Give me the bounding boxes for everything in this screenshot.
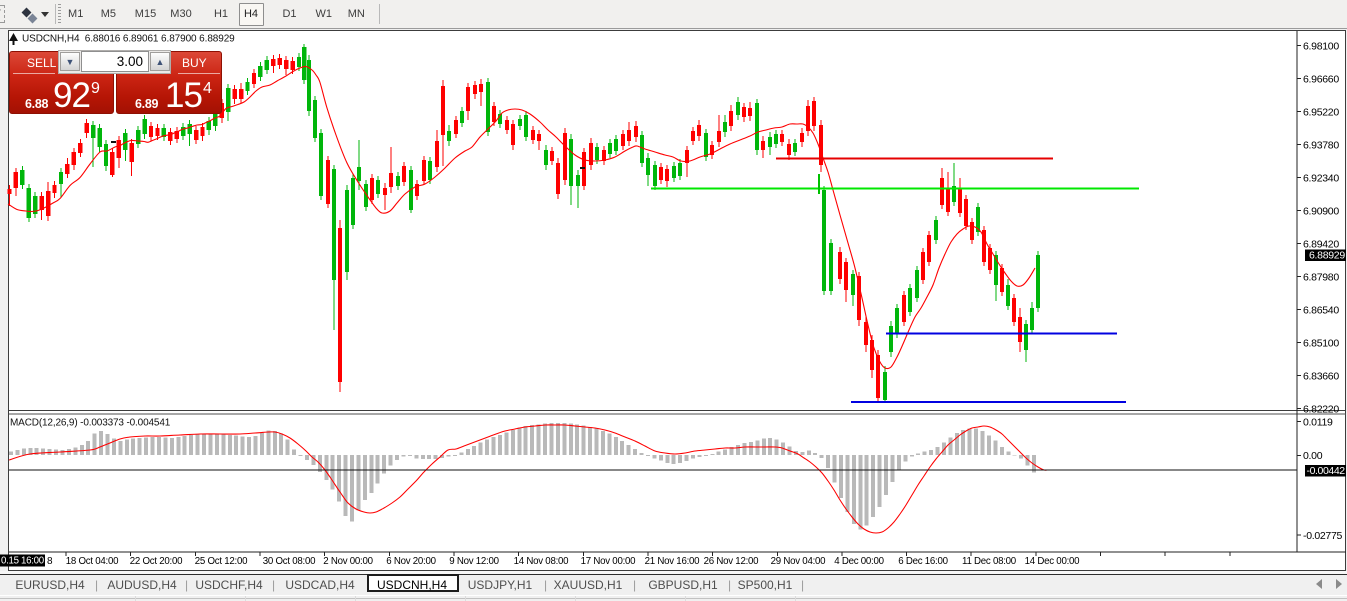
svg-text:18 Oct 04:00: 18 Oct 04:00 bbox=[66, 556, 119, 567]
svg-text:25 Oct 12:00: 25 Oct 12:00 bbox=[195, 556, 248, 567]
svg-text:6.87980: 6.87980 bbox=[1303, 271, 1339, 283]
svg-text:MACD(12,26,9) -0.003373 -0.004: MACD(12,26,9) -0.003373 -0.004541 bbox=[10, 418, 171, 429]
svg-text:USDCNH,H4 6.88016 6.89061 6.8: USDCNH,H4 6.88016 6.89061 6.87900 6.8892… bbox=[22, 34, 235, 45]
svg-text:14 Dec 00:00: 14 Dec 00:00 bbox=[1025, 556, 1080, 567]
svg-text:6.96660: 6.96660 bbox=[1303, 73, 1339, 85]
svg-text:9 Nov 12:00: 9 Nov 12:00 bbox=[449, 556, 499, 567]
svg-text:26 Nov 12:00: 26 Nov 12:00 bbox=[704, 556, 759, 567]
svg-text:21 Nov 16:00: 21 Nov 16:00 bbox=[645, 556, 700, 567]
svg-text:6 Nov 20:00: 6 Nov 20:00 bbox=[386, 556, 436, 567]
svg-text:6.82220: 6.82220 bbox=[1303, 403, 1339, 415]
svg-text:29 Nov 04:00: 29 Nov 04:00 bbox=[771, 556, 826, 567]
svg-text:8: 8 bbox=[47, 556, 53, 567]
svg-text:30 Oct 08:00: 30 Oct 08:00 bbox=[263, 556, 316, 567]
svg-text:6 Dec 16:00: 6 Dec 16:00 bbox=[898, 556, 948, 567]
svg-text:-0.02775: -0.02775 bbox=[1303, 530, 1343, 542]
svg-text:6.85100: 6.85100 bbox=[1303, 337, 1339, 349]
svg-text:0.15 16:00: 0.15 16:00 bbox=[1, 556, 45, 567]
svg-text:6.92340: 6.92340 bbox=[1303, 172, 1339, 184]
svg-text:4 Dec 00:00: 4 Dec 00:00 bbox=[834, 556, 884, 567]
svg-text:6.83660: 6.83660 bbox=[1303, 370, 1339, 382]
svg-text:0.00: 0.00 bbox=[1303, 450, 1323, 462]
svg-text:11 Dec 08:00: 11 Dec 08:00 bbox=[962, 556, 1017, 567]
svg-text:6.88929: 6.88929 bbox=[1309, 250, 1345, 262]
svg-text:2 Nov 00:00: 2 Nov 00:00 bbox=[323, 556, 373, 567]
svg-text:0.0119: 0.0119 bbox=[1303, 416, 1333, 428]
svg-text:6.86540: 6.86540 bbox=[1303, 304, 1339, 316]
svg-text:6.89420: 6.89420 bbox=[1303, 238, 1339, 250]
svg-text:6.90900: 6.90900 bbox=[1303, 205, 1339, 217]
svg-text:22 Oct 20:00: 22 Oct 20:00 bbox=[130, 556, 183, 567]
svg-text:-0.00442: -0.00442 bbox=[1307, 465, 1346, 477]
svg-text:14 Nov 08:00: 14 Nov 08:00 bbox=[514, 556, 569, 567]
svg-text:6.98100: 6.98100 bbox=[1303, 40, 1339, 52]
svg-text:6.93780: 6.93780 bbox=[1303, 139, 1339, 151]
svg-text:6.95220: 6.95220 bbox=[1303, 106, 1339, 118]
svg-text:17 Nov 00:00: 17 Nov 00:00 bbox=[581, 556, 636, 567]
